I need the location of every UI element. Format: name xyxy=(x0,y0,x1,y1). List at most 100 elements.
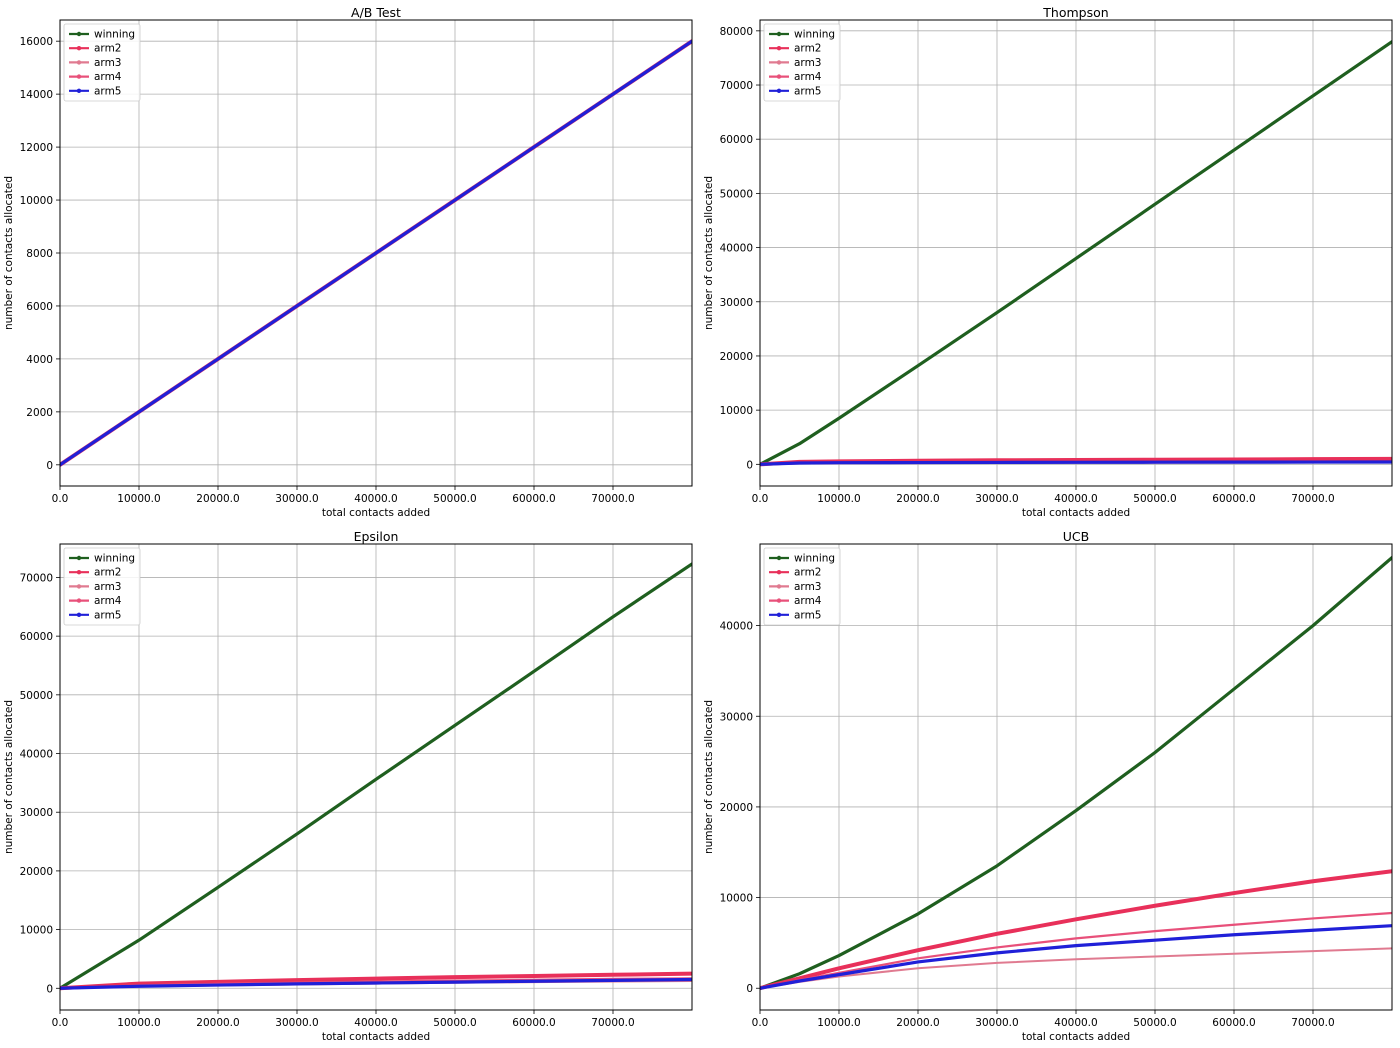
series-line-arm5 xyxy=(60,39,692,467)
y-tick-label: 80000 xyxy=(720,26,753,38)
x-tick-label: 40000.0 xyxy=(354,1017,397,1029)
x-axis-label: total contacts added xyxy=(322,1031,430,1043)
x-tick-label: 10000.0 xyxy=(817,1017,860,1029)
chart-panel-epsilon: Epsilon 0.0 10000.0 20000.0 30000.0 40000.0 50… xyxy=(3,529,693,1043)
y-tick-label: 10000 xyxy=(20,925,53,937)
series-line-winning xyxy=(60,562,692,990)
chart-title: Epsilon xyxy=(354,529,399,544)
series-line-arm2 xyxy=(60,971,692,991)
x-tick-label: 20000.0 xyxy=(896,493,939,505)
legend-label-arm5: arm5 xyxy=(94,85,121,97)
legend-marker-arm3 xyxy=(776,60,782,65)
y-tick-label: 10000 xyxy=(720,893,753,905)
x-tick-label: 70000.0 xyxy=(591,493,634,505)
x-axis-label: total contacts added xyxy=(1022,507,1130,519)
x-tick-label: 20000.0 xyxy=(196,493,239,505)
x-tick-label: 50000.0 xyxy=(1133,493,1176,505)
x-tick-label: 0.0 xyxy=(52,1017,69,1029)
x-tick-label: 60000.0 xyxy=(1212,1017,1255,1029)
y-tick-label: 14000 xyxy=(20,89,53,101)
chart-panel-ucb: UCB 0.0 10000.0 20000.0 30000.0 40000.0 50000.… xyxy=(703,529,1393,1043)
legend-marker-arm2 xyxy=(776,570,782,575)
y-axis-label: number of contacts allocated xyxy=(703,176,715,330)
legend-marker-arm5 xyxy=(776,612,782,617)
legend-label-arm3: arm3 xyxy=(94,581,121,593)
legend-box xyxy=(763,23,841,102)
x-axis-label: total contacts added xyxy=(1022,1031,1130,1043)
plot-frame xyxy=(59,19,693,487)
y-tick-label: 30000 xyxy=(720,297,753,309)
chart-title: UCB xyxy=(1063,529,1089,544)
legend-marker-arm4 xyxy=(776,74,782,79)
x-tick-label: 40000.0 xyxy=(354,493,397,505)
y-tick-label: 20000 xyxy=(720,351,753,363)
legend-label-arm4: arm4 xyxy=(794,595,822,607)
plot-frame xyxy=(759,543,1393,1011)
y-tick-label: 0 xyxy=(46,460,53,472)
legend-marker-winning xyxy=(76,31,82,37)
legend-box xyxy=(763,547,841,626)
y-tick-label: 70000 xyxy=(20,572,53,584)
legend-marker-arm3 xyxy=(776,584,782,589)
y-tick-label: 0 xyxy=(46,983,53,995)
legend: winning arm2 arm3 arm4 arm5 xyxy=(763,23,841,102)
y-tick-label: 40000 xyxy=(720,243,753,255)
x-tick-label: 0.0 xyxy=(752,493,769,505)
x-tick-label: 70000.0 xyxy=(1291,493,1334,505)
legend-marker-arm4 xyxy=(76,598,82,603)
x-tick-label: 70000.0 xyxy=(591,1017,634,1029)
legend-label-arm2: arm2 xyxy=(794,43,821,55)
x-tick-label: 30000.0 xyxy=(275,1017,318,1029)
y-tick-label: 10000 xyxy=(20,195,53,207)
x-tick-label: 50000.0 xyxy=(433,493,476,505)
y-tick-label: 10000 xyxy=(720,405,753,417)
legend-marker-arm5 xyxy=(76,88,82,94)
x-tick-label: 40000.0 xyxy=(1054,493,1097,505)
x-tick-label: 70000.0 xyxy=(1291,1017,1334,1029)
x-tick-label: 0.0 xyxy=(52,493,69,505)
series-line-winning xyxy=(760,555,1392,990)
legend-label-arm4: arm4 xyxy=(794,71,822,83)
legend-label-arm2: arm2 xyxy=(94,567,121,579)
y-tick-label: 70000 xyxy=(720,80,753,92)
legend: winning arm2 arm3 arm4 arm5 xyxy=(763,547,841,626)
chart-title: A/B Test xyxy=(351,5,401,20)
legend-marker-arm4 xyxy=(76,74,82,79)
legend-box xyxy=(63,23,141,102)
x-tick-label: 20000.0 xyxy=(896,1017,939,1029)
x-tick-label: 10000.0 xyxy=(117,1017,160,1029)
y-tick-label: 12000 xyxy=(20,142,53,154)
legend: winning arm2 arm3 arm4 arm5 xyxy=(63,23,141,102)
x-tick-label: 60000.0 xyxy=(1212,493,1255,505)
x-tick-label: 0.0 xyxy=(752,1017,769,1029)
legend-label-winning: winning xyxy=(794,553,835,565)
legend-label-arm5: arm5 xyxy=(94,609,121,621)
x-axis-label: total contacts added xyxy=(322,507,430,519)
series-line-arm5 xyxy=(760,460,1392,466)
x-tick-label: 40000.0 xyxy=(1054,1017,1097,1029)
y-tick-label: 8000 xyxy=(26,248,53,260)
legend-box xyxy=(63,547,141,626)
chart-panel-thompson: Thompson 0.0 10000.0 20000.0 30000.0 40000.0 5… xyxy=(703,5,1393,519)
chart-panel-ab-test: A/B Test 0.0 10000.0 20000.0 30000.0 40000.0 5… xyxy=(3,5,693,519)
legend-label-arm3: arm3 xyxy=(794,581,821,593)
y-tick-label: 30000 xyxy=(720,711,753,723)
y-tick-label: 16000 xyxy=(20,36,53,48)
legend-marker-arm5 xyxy=(776,88,782,94)
legend-label-winning: winning xyxy=(94,29,135,41)
y-axis-label: number of contacts allocated xyxy=(703,700,715,854)
y-tick-label: 60000 xyxy=(720,134,753,146)
series-line-arm5 xyxy=(60,977,692,990)
x-tick-label: 30000.0 xyxy=(975,1017,1018,1029)
legend: winning arm2 arm3 arm4 arm5 xyxy=(63,547,141,626)
legend-marker-winning xyxy=(76,555,82,561)
legend-marker-arm2 xyxy=(776,46,782,51)
series-line-arm2 xyxy=(760,869,1392,991)
legend-marker-arm3 xyxy=(76,584,82,589)
x-tick-label: 60000.0 xyxy=(512,493,555,505)
legend-label-winning: winning xyxy=(794,29,835,41)
y-tick-label: 50000 xyxy=(20,690,53,702)
legend-marker-winning xyxy=(776,31,782,37)
x-tick-label: 30000.0 xyxy=(975,493,1018,505)
